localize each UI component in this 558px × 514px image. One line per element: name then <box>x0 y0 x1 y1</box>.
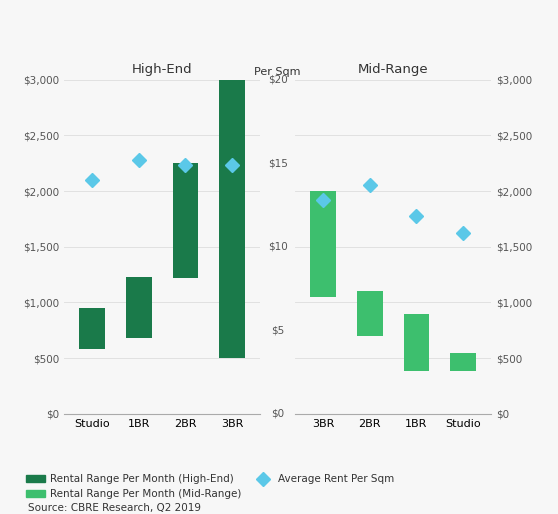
Bar <box>79 308 105 349</box>
Title: High-End: High-End <box>132 63 193 76</box>
Text: $10: $10 <box>268 242 287 252</box>
Bar <box>450 353 476 372</box>
Text: $15: $15 <box>268 158 287 168</box>
Text: $20: $20 <box>268 75 287 85</box>
Text: $0: $0 <box>271 409 284 419</box>
Bar <box>403 314 429 372</box>
Text: $5: $5 <box>271 325 284 335</box>
Bar <box>219 80 245 358</box>
Bar <box>126 277 152 338</box>
Text: Source: CBRE Research, Q2 2019: Source: CBRE Research, Q2 2019 <box>28 503 201 513</box>
Bar <box>357 291 383 336</box>
Title: Mid-Range: Mid-Range <box>358 63 429 76</box>
Legend: Rental Range Per Month (High-End), Rental Range Per Month (Mid-Range), Average R: Rental Range Per Month (High-End), Renta… <box>22 470 398 504</box>
Text: Per Sqm: Per Sqm <box>254 67 301 77</box>
Bar <box>172 163 198 278</box>
Bar <box>310 191 336 297</box>
